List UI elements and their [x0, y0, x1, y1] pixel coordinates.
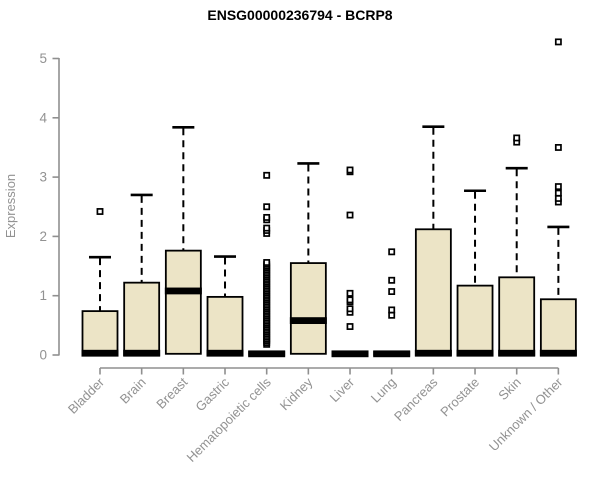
y-axis-tick-label: 4	[39, 110, 47, 125]
box-iqr	[539, 298, 577, 356]
x-axis-category-label-gastric: Gastric	[192, 374, 232, 414]
box-group-liver	[331, 166, 369, 358]
outlier-point	[388, 311, 396, 319]
outlier-point	[263, 171, 271, 179]
median-line	[206, 349, 244, 357]
x-axis-category-label-skin: Skin	[495, 375, 523, 403]
x-axis-category-label-breast: Breast	[153, 374, 190, 411]
y-axis-tick-label: 3	[39, 170, 47, 185]
y-axis-tick-label: 5	[39, 51, 47, 66]
box-iqr	[123, 281, 161, 356]
box-group-breast	[164, 125, 202, 355]
box-iqr	[498, 276, 536, 356]
outlier-point	[554, 183, 562, 191]
x-axis-category-label-bladder: Bladder	[65, 374, 108, 417]
box-group-pancreas	[414, 125, 452, 357]
chart-title: ENSG00000236794 - BCRP8	[207, 7, 393, 23]
box-group-lung	[373, 248, 411, 358]
box-group-unknown-other	[539, 38, 577, 357]
outlier-point	[263, 224, 271, 232]
median-line	[373, 350, 411, 358]
outlier-point	[554, 194, 562, 202]
median-line	[289, 317, 327, 325]
median-line	[81, 349, 119, 357]
box-iqr	[289, 262, 327, 355]
outlier-point	[388, 306, 396, 314]
box-iqr	[414, 228, 452, 356]
x-axis-category-label-brain: Brain	[117, 375, 149, 407]
outlier-point	[513, 134, 521, 142]
median-line	[248, 350, 286, 358]
outlier-point	[388, 248, 396, 256]
outlier-point	[388, 288, 396, 295]
box-group-kidney	[289, 162, 327, 355]
x-axis-category-label-unknown-other: Unknown / Other	[486, 374, 566, 454]
median-line	[414, 349, 452, 357]
outlier-point	[263, 259, 271, 266]
box-group-brain	[123, 193, 161, 357]
box-group-hematopoietic-cells	[248, 171, 286, 358]
box-iqr	[456, 284, 494, 356]
box-group-gastric	[206, 255, 244, 357]
y-axis-title: Expression	[3, 174, 18, 238]
x-axis-category-label-lung: Lung	[368, 375, 399, 406]
outlier-point	[346, 289, 354, 297]
x-axis-category-label-pancreas: Pancreas	[391, 374, 441, 424]
outlier-point	[554, 189, 562, 197]
outlier-point	[346, 166, 354, 174]
outlier-point	[346, 296, 354, 304]
box-group-skin	[498, 134, 536, 357]
box-group-prostate	[456, 189, 494, 357]
outlier-point	[554, 144, 562, 151]
box-group-bladder	[81, 208, 119, 357]
median-line	[456, 349, 494, 357]
x-axis-category-label-liver: Liver	[327, 374, 358, 405]
x-axis-category-label-kidney: Kidney	[277, 374, 316, 413]
outlier-point	[263, 203, 271, 211]
median-line	[164, 287, 202, 295]
median-line	[498, 349, 536, 357]
outlier-point	[554, 38, 562, 46]
outlier-point	[346, 323, 354, 330]
outlier-point	[263, 213, 271, 221]
median-line	[123, 349, 161, 357]
median-line	[539, 349, 577, 357]
box-iqr	[164, 249, 202, 355]
outlier-point	[346, 211, 354, 219]
outlier-point	[346, 305, 354, 313]
y-axis-tick-label: 1	[39, 288, 47, 303]
median-line	[331, 350, 369, 358]
x-axis-category-label-prostate: Prostate	[437, 375, 482, 420]
y-axis-tick-label: 0	[39, 348, 47, 363]
outlier-point	[96, 208, 104, 215]
box-iqr	[206, 295, 244, 356]
outlier-point	[388, 276, 396, 284]
y-axis-tick-label: 2	[39, 229, 47, 244]
box-iqr	[81, 310, 119, 356]
